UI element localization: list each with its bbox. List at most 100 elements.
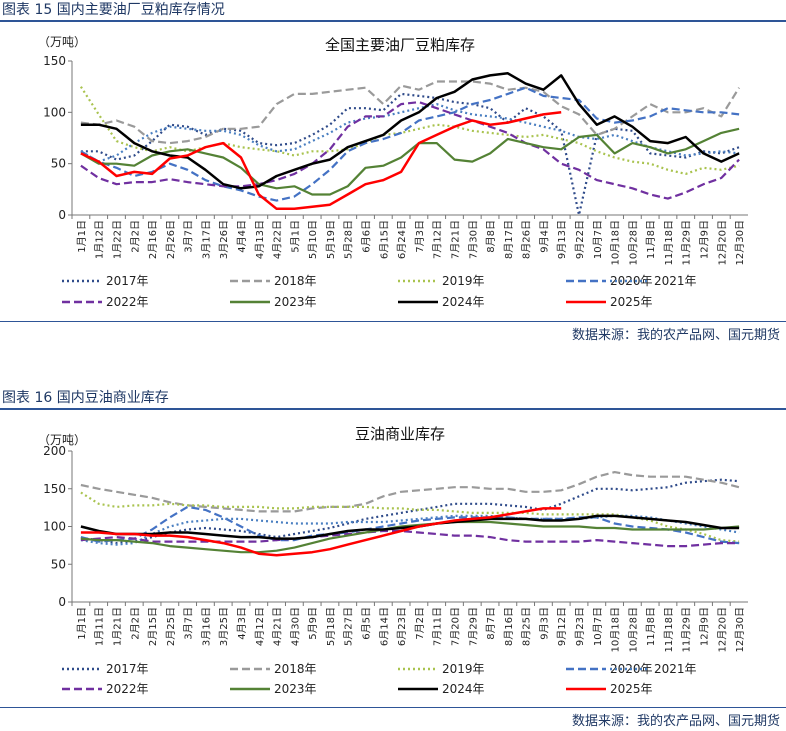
x-tick-label: 4月13日 xyxy=(254,220,266,259)
x-tick-label: 3月25日 xyxy=(218,607,230,646)
x-tick-label: 7月29日 xyxy=(467,607,479,646)
series-line-2024 xyxy=(80,514,740,540)
y-tick-label: 0 xyxy=(58,595,66,609)
x-tick-label: 5月18日 xyxy=(325,607,337,646)
x-tick-label: 7月11日 xyxy=(432,607,444,646)
x-tick-label: 10月28日 xyxy=(627,220,639,265)
figure-15-source-rule xyxy=(0,321,786,322)
x-tick-label: 11月18日 xyxy=(663,607,675,652)
x-tick-label: 8月16日 xyxy=(503,607,515,646)
x-tick-label: 4月12日 xyxy=(254,607,266,646)
series-line-2020 xyxy=(80,505,740,545)
chart-soymeal-inventory: 全国主要油厂豆粕库存 （万吨） 0 50 100 150 1月1日 1月12日 1月22日 2月2… xyxy=(38,35,748,309)
y-tick-label: 0 xyxy=(58,208,66,222)
x-tick-label: 1月22日 xyxy=(111,220,123,259)
series-line-2024 xyxy=(80,72,740,190)
x-tick-label: 11月18日 xyxy=(663,220,675,265)
legend-label-2022: 2022年 xyxy=(106,295,149,309)
x-tick-label: 10月18日 xyxy=(610,220,622,265)
x-tick-label: 5月9日 xyxy=(307,607,319,640)
x-tick-label: 4月3日 xyxy=(236,607,248,640)
x-tick-label: 8月25日 xyxy=(521,607,533,646)
x-tick-label: 9月4日 xyxy=(538,220,550,253)
x-tick-label: 5月28日 xyxy=(343,220,355,259)
series-line-2025 xyxy=(80,111,562,211)
legend-label-2023: 2023年 xyxy=(274,295,317,309)
x-tick-label: 8月8日 xyxy=(485,220,497,253)
y-tick-label: 50 xyxy=(51,157,66,171)
x-tick-label: 5月1日 xyxy=(289,220,301,253)
x-tick-label: 6月14日 xyxy=(378,607,390,646)
x-tick-label: 12月30日 xyxy=(734,220,746,265)
legend-label-2017: 2017年 xyxy=(106,274,149,288)
series-line-2025 xyxy=(80,507,562,557)
y-unit-label: （万吨） xyxy=(38,35,86,49)
legend-label-2018: 2018年 xyxy=(274,662,317,676)
x-tick-label: 4月22日 xyxy=(272,220,284,259)
x-tick-label: 3月17日 xyxy=(200,220,212,259)
series-line-2023 xyxy=(80,520,740,554)
x-tick-label: 7月30日 xyxy=(467,220,479,259)
x-tick-label: 3月7日 xyxy=(183,220,195,253)
x-tick-label: 12月20日 xyxy=(716,220,728,265)
x-tick-label: 7月21日 xyxy=(449,220,461,259)
x-tick-label: 11月29日 xyxy=(681,220,693,265)
series-line-2018 xyxy=(80,80,741,145)
x-tick-label: 12月9日 xyxy=(699,220,711,259)
x-tick-label: 7月12日 xyxy=(432,220,444,259)
legend-label-2019: 2019年 xyxy=(442,662,485,676)
legend-label-2025: 2025年 xyxy=(610,295,653,309)
series-line-2022 xyxy=(80,529,740,548)
y-tick-label: 200 xyxy=(43,444,66,458)
legend-label-2021: 2021年 xyxy=(654,662,697,676)
x-tick-label: 6月15日 xyxy=(378,220,390,259)
x-tick-label: 6月23日 xyxy=(396,607,408,646)
x-tick-label: 5月27日 xyxy=(343,607,355,646)
x-tick-label: 8月7日 xyxy=(485,607,497,640)
x-tick-label: 2月25日 xyxy=(165,607,177,646)
y-tick-label: 100 xyxy=(43,520,66,534)
y-unit-label: （万吨） xyxy=(38,433,86,447)
figure-16-source-rule xyxy=(0,707,786,708)
x-tick-label: 7月2日 xyxy=(414,607,426,640)
series-line-2021 xyxy=(80,103,740,163)
x-tick-label: 2月2日 xyxy=(129,220,141,253)
chart-title: 全国主要油厂豆粕库存 xyxy=(325,36,475,54)
series-line-2020 xyxy=(80,86,740,202)
x-tick-label: 2月16日 xyxy=(147,220,159,259)
x-tick-label: 11月29日 xyxy=(681,607,693,652)
y-tick-label: 50 xyxy=(51,557,66,571)
figure-16-source: 数据来源：我的农产品网、国元期货 xyxy=(571,714,780,729)
legend-label-2024: 2024年 xyxy=(442,295,485,309)
figure-15-source: 数据来源：我的农产品网、国元期货 xyxy=(571,328,780,343)
x-tick-label: 6月6日 xyxy=(361,220,373,253)
x-tick-label: 9月13日 xyxy=(556,220,568,259)
x-tick-label: 1月12日 xyxy=(94,220,106,259)
legend-label-2025: 2025年 xyxy=(610,682,653,696)
legend-label-2024: 2024年 xyxy=(442,682,485,696)
x-tick-label: 7月3日 xyxy=(414,220,426,253)
x-tick-label: 2月26日 xyxy=(165,220,177,259)
figure-15-caption: 图表 15 国内主要油厂豆粕库存情况 xyxy=(0,0,786,22)
x-tick-label: 10月7日 xyxy=(592,607,604,646)
figure-16-caption: 图表 16 国内豆油商业库存 xyxy=(0,388,786,410)
x-tick-label: 10月7日 xyxy=(592,220,604,259)
x-tick-label: 10月28日 xyxy=(627,607,639,652)
chart-soyoil-inventory: 豆油商业库存 （万吨） 0 50 100 150 200 1月1日 1月11日 1月21日 2月2日… xyxy=(38,425,748,696)
x-tick-label: 4月30日 xyxy=(289,607,301,646)
legend-label-2021: 2021年 xyxy=(654,274,697,288)
x-tick-label: 3月26日 xyxy=(218,220,230,259)
x-tick-label: 9月12日 xyxy=(556,607,568,646)
y-tick-label: 150 xyxy=(43,54,66,68)
x-tick-label: 5月10日 xyxy=(307,220,319,259)
chart-title: 豆油商业库存 xyxy=(355,425,445,443)
series-line-2019 xyxy=(79,86,740,175)
x-tick-label: 5月19日 xyxy=(325,220,337,259)
x-tick-label: 11月8日 xyxy=(645,607,657,646)
legend-label-2023: 2023年 xyxy=(274,682,317,696)
x-tick-label: 4月21日 xyxy=(272,607,284,646)
x-tick-label: 11月8日 xyxy=(645,220,657,259)
x-tick-label: 2月2日 xyxy=(129,607,141,640)
x-tick-label: 9月23日 xyxy=(574,607,586,646)
x-tick-label: 9月3日 xyxy=(538,607,550,640)
